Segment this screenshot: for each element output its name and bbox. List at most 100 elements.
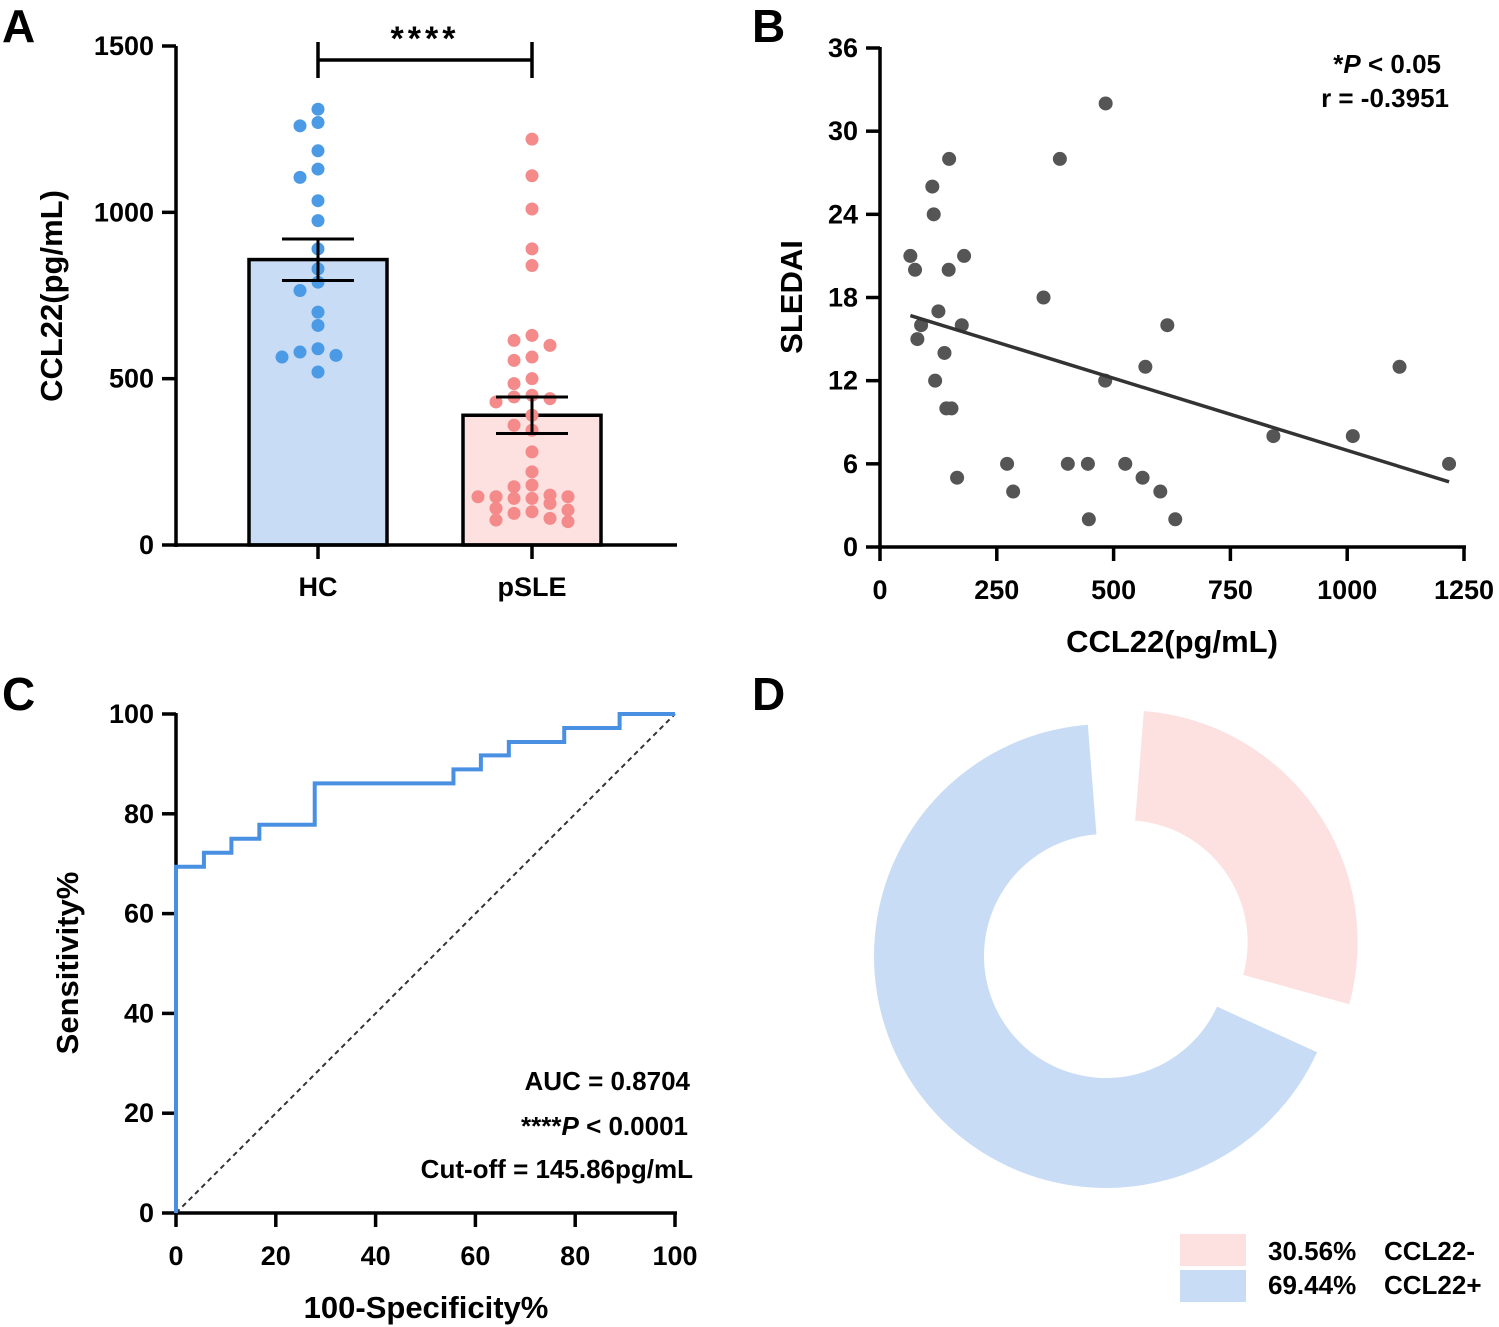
b-y-tick-label: 6 — [843, 449, 858, 479]
b-point — [1052, 151, 1067, 166]
a-point-psle — [561, 490, 575, 504]
b-point — [931, 304, 946, 319]
panel-label-c: C — [2, 668, 35, 720]
a-point-hc — [311, 342, 325, 356]
b-points — [903, 96, 1457, 527]
a-x-ticks: HC pSLE — [299, 545, 567, 602]
b-y-tick-label: 24 — [828, 199, 858, 229]
a-point-psle — [525, 169, 539, 183]
b-point — [937, 345, 952, 360]
a-point-psle — [507, 353, 521, 367]
c-cutoff: Cut-off = 145.86pg/mL — [421, 1154, 693, 1184]
b-point — [1168, 512, 1183, 527]
d-legend: 30.56% CCL22- 69.44% CCL22+ — [1180, 1234, 1482, 1302]
panel-a-bar-chart: 0 500 1000 1500 HC pSLE CCL22(pg/mL) **** — [34, 20, 677, 602]
b-point — [1000, 456, 1015, 471]
a-point-psle — [507, 480, 521, 494]
d-slice-ccl22-neg — [1135, 710, 1358, 1005]
d-legend-pct-ccl22-neg: 30.56% — [1268, 1236, 1356, 1266]
c-reference-line — [175, 713, 676, 1214]
a-point-psle — [489, 501, 503, 515]
a-y-ticks: 0 500 1000 1500 — [94, 31, 176, 560]
a-point-hc — [311, 102, 325, 116]
a-point-hc — [311, 144, 325, 158]
a-point-hc — [293, 345, 307, 359]
panel-label-a: A — [2, 0, 35, 52]
d-legend-swatch-ccl22-neg — [1180, 1234, 1246, 1266]
b-point — [1153, 484, 1168, 499]
b-point — [903, 248, 918, 263]
a-point-psle — [543, 511, 557, 525]
b-y-tick-label: 0 — [843, 532, 858, 562]
panel-c-roc-chart: 0 20 40 60 80 100 0 20 40 60 80 100 Sensitivity% 1… — [50, 699, 698, 1325]
d-legend-label-ccl22-pos: CCL22+ — [1384, 1270, 1482, 1300]
a-point-hc — [311, 318, 325, 332]
b-x-tick-label: 500 — [1091, 575, 1136, 605]
c-x-tick-label: 60 — [460, 1241, 490, 1271]
d-slices — [874, 710, 1358, 1188]
a-significance-stars: **** — [391, 20, 460, 58]
b-y-tick-label: 36 — [828, 33, 858, 63]
b-point — [941, 262, 956, 277]
a-y-axis-label: CCL22(pg/mL) — [34, 190, 69, 402]
c-x-tick-label: 40 — [361, 1241, 391, 1271]
c-y-ticks: 0 20 40 60 80 100 — [109, 699, 176, 1228]
panel-b-scatter-chart: 0 6 12 18 24 30 36 0 250 500 750 1000 1250 SLEDAI C… — [774, 33, 1494, 659]
a-point-psle — [561, 515, 575, 529]
c-y-tick-label: 60 — [124, 899, 154, 929]
b-r-value: r = -0.3951 — [1321, 83, 1449, 113]
a-point-hc — [293, 119, 307, 133]
c-x-tick-label: 0 — [168, 1241, 183, 1271]
c-x-tick-label: 100 — [652, 1241, 697, 1271]
b-point — [928, 373, 943, 388]
a-point-psle — [489, 395, 503, 409]
a-point-psle — [525, 445, 539, 459]
a-point-psle — [561, 503, 575, 517]
a-point-psle — [489, 490, 503, 504]
b-y-tick-label: 18 — [828, 283, 858, 313]
a-point-psle — [543, 392, 557, 406]
a-point-psle — [525, 328, 539, 342]
a-point-hc — [329, 348, 343, 362]
a-x-tick-label-hc: HC — [299, 572, 338, 602]
d-legend-swatch-ccl22-pos — [1180, 1270, 1246, 1302]
a-point-psle — [525, 491, 539, 505]
c-y-tick-label: 0 — [139, 1198, 154, 1228]
a-point-psle — [525, 350, 539, 364]
b-point — [1081, 512, 1096, 527]
b-point — [957, 248, 972, 263]
c-p-value: ****P < 0.0001 — [521, 1111, 688, 1141]
b-x-ticks: 0 250 500 750 1000 1250 — [872, 547, 1494, 605]
a-point-hc — [311, 275, 325, 289]
a-point-psle — [543, 496, 557, 510]
b-point — [1266, 429, 1281, 444]
a-point-psle — [525, 132, 539, 146]
b-y-ticks: 0 6 12 18 24 30 36 — [828, 33, 880, 562]
d-slice-ccl22-pos — [874, 724, 1318, 1188]
b-point — [944, 401, 959, 416]
b-point — [942, 151, 957, 166]
a-point-psle — [525, 478, 539, 492]
c-x-tick-label: 20 — [261, 1241, 291, 1271]
c-x-axis-label: 100-Specificity% — [304, 1290, 549, 1325]
b-point — [950, 470, 965, 485]
b-y-tick-label: 30 — [828, 116, 858, 146]
a-point-psle — [507, 333, 521, 347]
a-point-psle — [525, 505, 539, 519]
b-p-value: *P < 0.05 — [1333, 49, 1441, 79]
c-y-axis-label: Sensitivity% — [50, 872, 85, 1055]
a-y-tick-label: 1000 — [94, 197, 154, 227]
b-regression-line — [909, 313, 1450, 484]
a-significance-bracket: **** — [316, 20, 534, 78]
a-point-hc — [293, 170, 307, 184]
a-point-psle — [543, 338, 557, 352]
a-point-psle — [525, 372, 539, 386]
b-x-tick-label: 250 — [974, 575, 1019, 605]
a-y-tick-label: 1500 — [94, 31, 154, 61]
d-legend-label-ccl22-neg: CCL22- — [1384, 1236, 1475, 1266]
b-point — [1160, 318, 1175, 333]
b-x-axis-label: CCL22(pg/mL) — [1066, 624, 1278, 659]
a-point-psle — [525, 202, 539, 216]
a-point-psle — [507, 491, 521, 505]
